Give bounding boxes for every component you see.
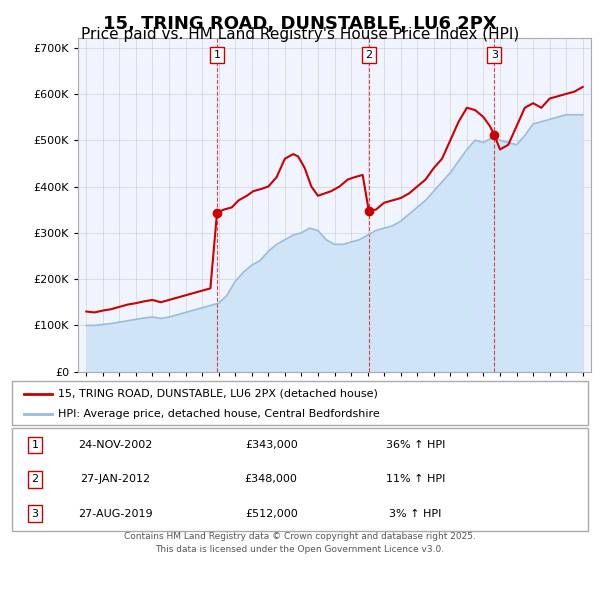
Text: 2: 2 (31, 474, 38, 484)
Text: 24-NOV-2002: 24-NOV-2002 (79, 440, 153, 450)
Text: 1: 1 (32, 440, 38, 450)
FancyBboxPatch shape (12, 381, 588, 425)
Text: 1: 1 (214, 50, 221, 60)
Text: 11% ↑ HPI: 11% ↑ HPI (386, 474, 445, 484)
Text: £348,000: £348,000 (245, 474, 298, 484)
Text: HPI: Average price, detached house, Central Bedfordshire: HPI: Average price, detached house, Cent… (58, 409, 380, 419)
Text: 36% ↑ HPI: 36% ↑ HPI (386, 440, 445, 450)
FancyBboxPatch shape (12, 428, 588, 531)
Text: £512,000: £512,000 (245, 509, 298, 519)
Text: 3: 3 (491, 50, 497, 60)
Text: 15, TRING ROAD, DUNSTABLE, LU6 2PX (detached house): 15, TRING ROAD, DUNSTABLE, LU6 2PX (deta… (58, 389, 378, 399)
Text: 3: 3 (32, 509, 38, 519)
Text: 3% ↑ HPI: 3% ↑ HPI (389, 509, 442, 519)
Text: Contains HM Land Registry data © Crown copyright and database right 2025.: Contains HM Land Registry data © Crown c… (124, 532, 476, 541)
Text: 27-JAN-2012: 27-JAN-2012 (80, 474, 151, 484)
Text: This data is licensed under the Open Government Licence v3.0.: This data is licensed under the Open Gov… (155, 545, 445, 554)
Text: £343,000: £343,000 (245, 440, 298, 450)
Text: 15, TRING ROAD, DUNSTABLE, LU6 2PX: 15, TRING ROAD, DUNSTABLE, LU6 2PX (103, 15, 497, 33)
Text: 27-AUG-2019: 27-AUG-2019 (79, 509, 153, 519)
Text: Price paid vs. HM Land Registry's House Price Index (HPI): Price paid vs. HM Land Registry's House … (81, 27, 519, 41)
Text: 2: 2 (365, 50, 373, 60)
